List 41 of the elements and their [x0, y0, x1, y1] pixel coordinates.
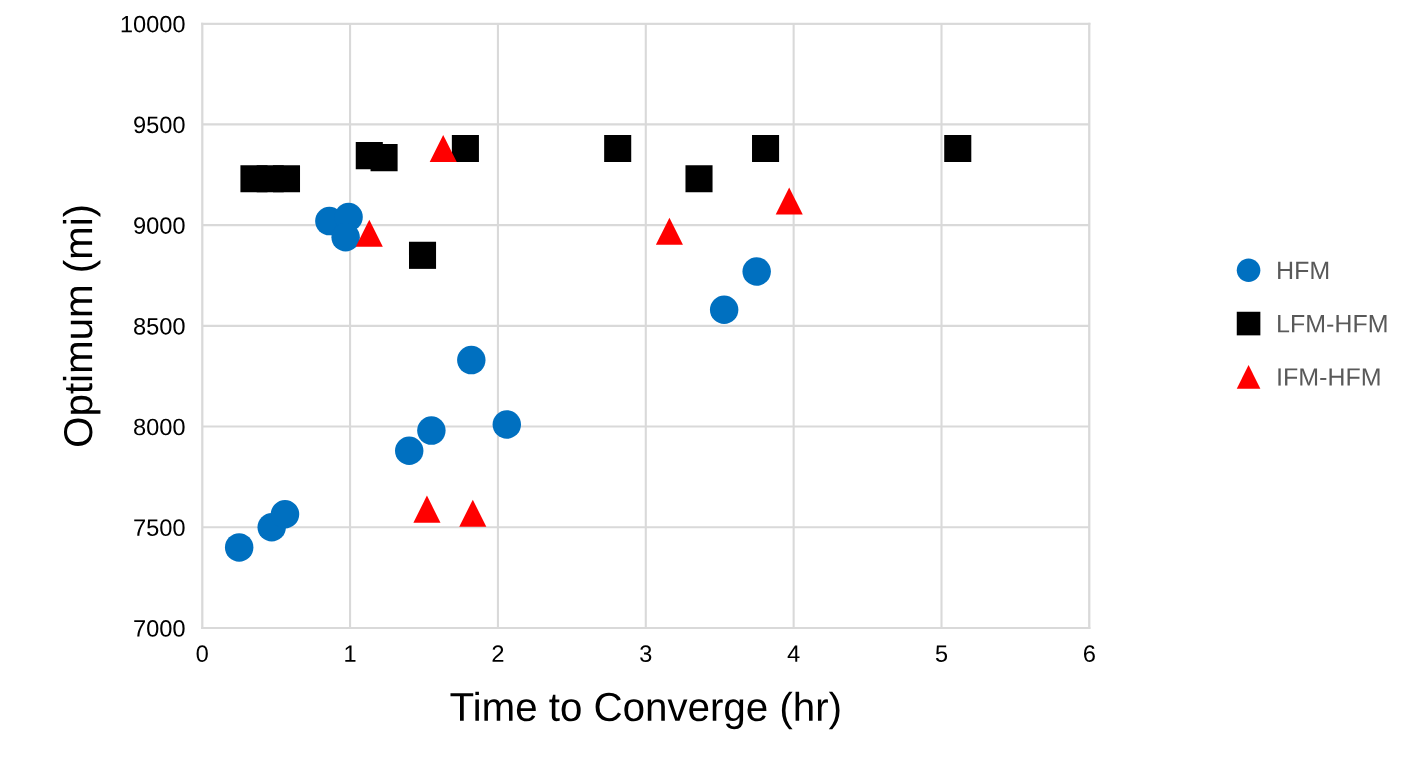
- x-tick-label: 4: [787, 645, 800, 662]
- x-tick-label: 5: [935, 645, 948, 663]
- point: [272, 165, 301, 193]
- y-tick-label: 10000: [121, 15, 185, 33]
- x-tick-label: 1: [345, 645, 356, 662]
- point: [451, 135, 479, 163]
- y-tick-label: 7500: [134, 519, 185, 537]
- point: [457, 345, 486, 375]
- x-tick-label: 3: [640, 645, 652, 663]
- point: [408, 241, 437, 269]
- point: [775, 187, 803, 215]
- x-axis-title: Time to Converge (hr): [450, 691, 840, 730]
- y-tick-label: 9500: [134, 116, 185, 134]
- point: [685, 165, 713, 193]
- y-tick-label: 7000: [134, 620, 185, 637]
- legend-label: LFM-HFM: [1278, 315, 1387, 333]
- point: [417, 416, 446, 445]
- point: [459, 499, 487, 527]
- x-tick-label: 6: [1083, 645, 1095, 663]
- point: [355, 219, 383, 247]
- legend-label: HFM: [1278, 261, 1329, 280]
- point: [752, 135, 780, 163]
- legend-label: IFM-HFM: [1278, 368, 1380, 386]
- y-tick-label: 8500: [134, 317, 185, 335]
- point: [270, 499, 300, 529]
- point: [709, 295, 739, 324]
- y-tick-label: 9000: [134, 217, 185, 234]
- point: [604, 135, 632, 163]
- x-tick-label: 2: [492, 645, 504, 662]
- point: [492, 410, 522, 439]
- point: [224, 533, 254, 562]
- point: [655, 217, 683, 245]
- point: [742, 257, 771, 286]
- point: [370, 144, 398, 172]
- point: [944, 135, 972, 163]
- y-tick-label: 8000: [134, 418, 185, 436]
- y-axis-title: Optimum (mi): [62, 206, 101, 446]
- x-tick-label: 0: [196, 645, 208, 663]
- point: [429, 135, 457, 163]
- point: [413, 495, 441, 523]
- point: [394, 436, 424, 465]
